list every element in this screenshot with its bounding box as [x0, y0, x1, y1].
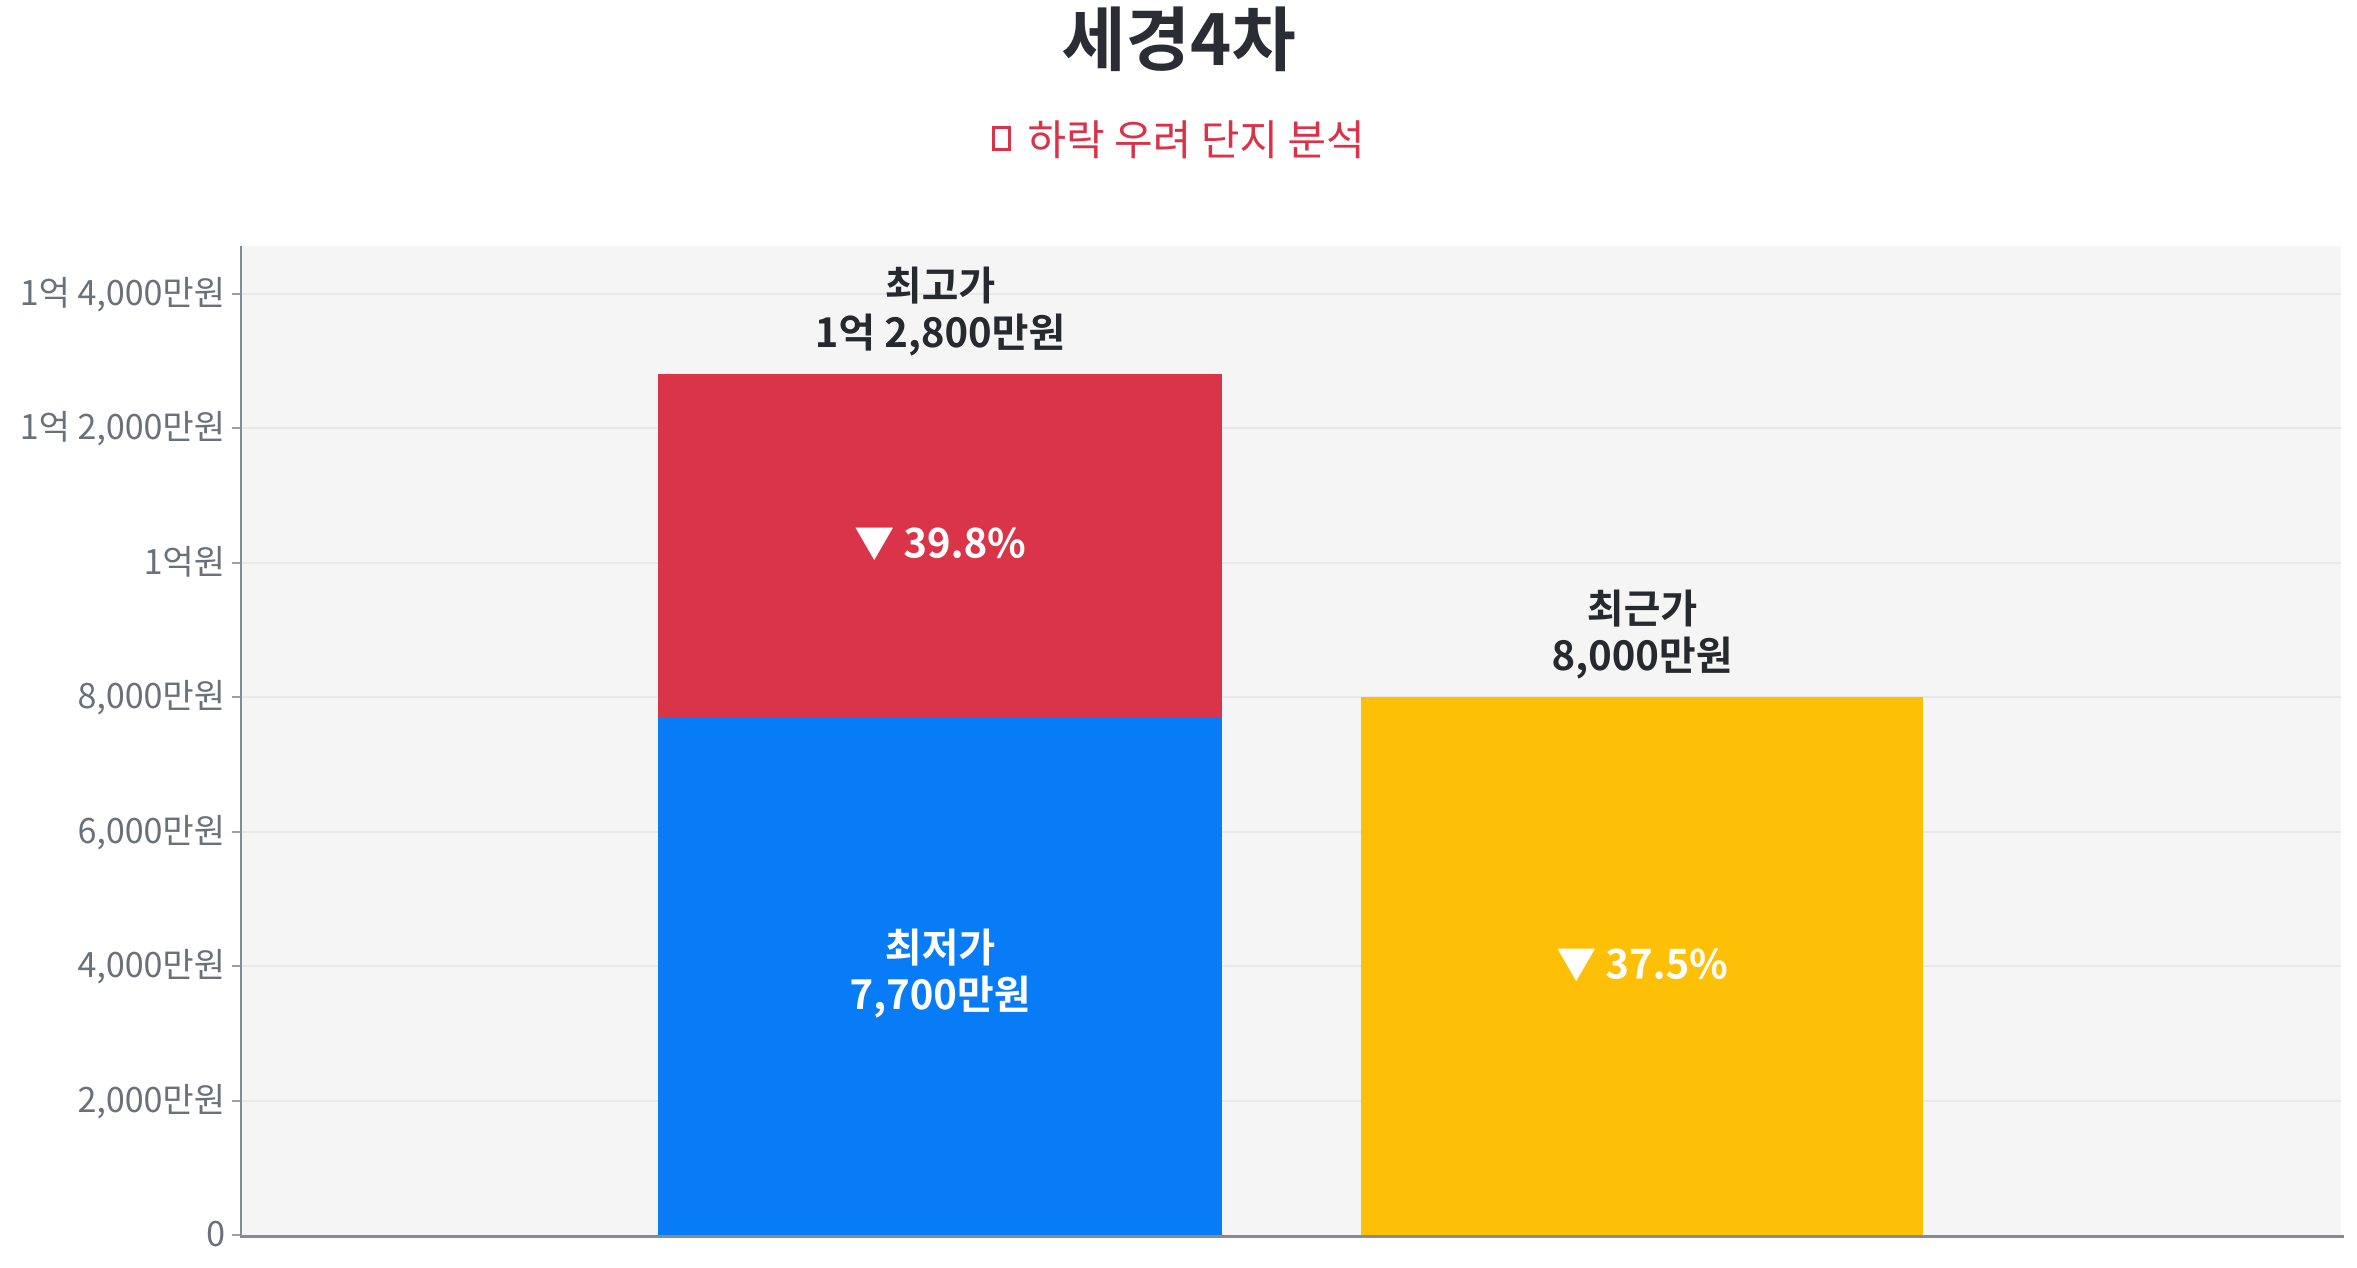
chart-title: 세경4차 [1061, 0, 1296, 86]
label-line: 최근가 [1586, 577, 1698, 635]
y-axis-tick-label: 8,000만원 [77, 669, 226, 718]
y-axis-tick [232, 561, 242, 564]
label-line: 최고가 [884, 254, 996, 313]
bar2-recent-price-segment [1361, 697, 1923, 1235]
y-axis-tick-label: 6,000만원 [77, 803, 226, 853]
bar1-drop-percent-label: ▼ 39.8% [854, 511, 1026, 570]
y-axis-tick-label: 1억원 [143, 534, 225, 584]
gridline [242, 427, 2341, 429]
y-axis-line [239, 246, 242, 1237]
label-line: ▼ 39.8% [854, 511, 1026, 570]
y-axis-tick [232, 427, 242, 429]
y-axis-tick [232, 292, 242, 295]
label-line: 8,000만원 [1551, 624, 1733, 682]
label-line: 1억 2,800만원 [814, 301, 1066, 360]
bar1-top-label: 최고가 1억 2,800만원 [815, 260, 1065, 354]
bar1-drop-range-segment [658, 374, 1222, 718]
gridline [242, 561, 2341, 564]
y-axis-tick [232, 1099, 242, 1102]
bar1-lowest-price-segment [658, 717, 1222, 1235]
y-axis-tick [232, 830, 242, 833]
y-axis-tick [232, 965, 242, 967]
gridline [242, 965, 2341, 967]
gridline [242, 830, 2341, 833]
bar2-top-label: 최근가 8,000만원 [1552, 583, 1733, 677]
gridline [242, 696, 2341, 698]
chart-subtitle: 하락 우려 단지 분석 [0, 108, 2357, 168]
y-axis-tick-label: 1억 2,000만원 [19, 400, 225, 449]
y-axis-tick [232, 1234, 242, 1236]
gridline [242, 292, 2341, 295]
y-axis-tick-label: 0 [206, 1207, 225, 1256]
gridline [242, 1099, 2341, 1102]
y-axis-tick-label: 1억 4,000만원 [19, 265, 225, 315]
label-line: ▼ 37.5% [1556, 932, 1728, 990]
bar1-lowest-price-label: 최저가 7,700만원 [850, 922, 1031, 1016]
bar2-drop-percent-label: ▼ 37.5% [1556, 938, 1727, 985]
y-axis-tick [232, 696, 242, 698]
plot-area [241, 246, 2341, 1235]
label-line: 7,700만원 [849, 963, 1031, 1022]
missing-glyph-box-icon [992, 125, 1012, 151]
label-line: 최저가 [884, 916, 996, 975]
y-axis-tick-label: 4,000만원 [77, 938, 226, 987]
y-axis-tick-label: 2,000만원 [77, 1072, 226, 1122]
x-axis-line [239, 1235, 2344, 1238]
chart-subtitle-text: 하락 우려 단지 분석 [1027, 107, 1365, 168]
